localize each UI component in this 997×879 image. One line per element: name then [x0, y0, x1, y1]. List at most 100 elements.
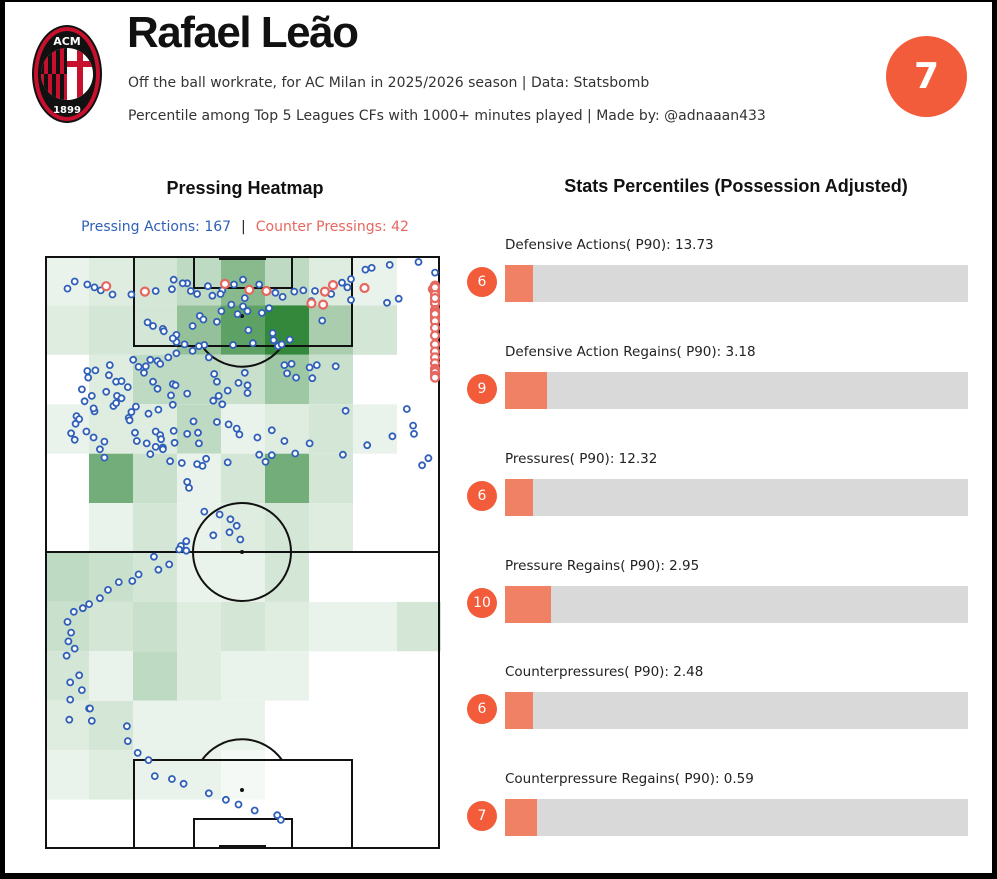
- stat-label: Defensive Actions( P90): 13.73: [505, 237, 714, 253]
- pressing-action-marker: [78, 385, 86, 394]
- heatmap-title: Pressing Heatmap: [166, 178, 324, 198]
- pressing-action-marker: [132, 402, 140, 411]
- pressing-action-marker: [83, 280, 92, 289]
- stat-bar-fill: [505, 586, 552, 623]
- pressing-action-marker: [385, 260, 394, 269]
- bottom-goal: [219, 845, 266, 849]
- pressing-action-marker: [402, 405, 411, 413]
- pressing-action-marker: [164, 353, 173, 362]
- ac-milan-logo: ACM 1899: [30, 20, 104, 132]
- heatmap-cell: [89, 453, 133, 504]
- pressing-action-marker: [154, 405, 163, 414]
- pressing-action-marker: [75, 671, 84, 680]
- stat-bar-track: [505, 372, 968, 409]
- pressing-action-marker: [154, 565, 163, 574]
- pressing-action-marker: [388, 432, 397, 441]
- pressing-action-marker: [280, 361, 289, 369]
- pressing-action-marker: [149, 377, 157, 386]
- pressing-action-marker: [128, 577, 137, 585]
- pressing-action-marker: [84, 373, 93, 382]
- pressing-action-marker: [175, 545, 184, 554]
- heatmap-cell: [177, 601, 221, 652]
- pressing-action-marker: [104, 585, 112, 594]
- stat-percentile-badge: 6: [467, 267, 497, 297]
- pressing-action-marker: [69, 607, 78, 616]
- pressing-action-marker: [383, 298, 391, 307]
- pressing-action-marker: [318, 316, 327, 325]
- heatmap-cell: [309, 503, 353, 553]
- pressing-action-marker: [234, 379, 243, 387]
- pressing-action-marker: [204, 789, 213, 798]
- pressing-action-marker: [230, 280, 238, 289]
- counter-pressing-marker: [244, 284, 255, 295]
- pressing-action-marker: [221, 795, 230, 804]
- pressing-action-marker: [208, 291, 217, 300]
- pressing-action-marker: [194, 439, 203, 448]
- pressing-action-marker: [200, 507, 209, 516]
- pressing-action-marker: [267, 451, 276, 460]
- pressing-action-marker: [343, 283, 352, 292]
- pressing-action-marker: [131, 428, 139, 437]
- pressing-action-marker: [105, 371, 113, 380]
- pressing-action-marker: [66, 678, 75, 687]
- pressing-action-marker: [199, 315, 208, 324]
- heatmap-cell: [45, 750, 89, 800]
- pressing-action-marker: [123, 722, 131, 731]
- pressing-action-marker: [70, 277, 79, 286]
- bottom-penalty-arc: [201, 738, 283, 761]
- bottom-six-yard-box: [193, 818, 293, 849]
- heatmap-cell: [309, 601, 353, 652]
- pressing-action-marker: [367, 263, 376, 272]
- pressing-action-marker: [250, 806, 259, 815]
- pressing-action-marker: [142, 439, 151, 448]
- subtitle-line-1: Off the ball workrate, for AC Milan in 2…: [128, 75, 650, 91]
- pressing-action-marker: [150, 552, 158, 561]
- pressing-action-marker: [215, 510, 224, 519]
- stat-label: Defensive Action Regains( P90): 3.18: [505, 344, 756, 360]
- logo-letters: ACM: [53, 35, 81, 48]
- pressing-action-marker: [212, 418, 221, 426]
- pressing-action-marker: [89, 404, 98, 413]
- pressing-action-marker: [170, 438, 179, 447]
- heatmap-cell: [133, 503, 177, 553]
- pressing-action-marker: [299, 286, 308, 295]
- pressing-action-marker: [224, 420, 233, 429]
- stat-percentile-badge: 6: [467, 481, 497, 511]
- pressing-action-marker: [117, 394, 126, 403]
- heatmap-cell: [265, 601, 309, 652]
- pressing-action-marker: [100, 453, 109, 462]
- heatmap-cell: [221, 404, 265, 454]
- heatmap-cell: [89, 503, 133, 553]
- counter-pressing-marker: [219, 278, 231, 289]
- pressing-action-marker: [83, 367, 92, 375]
- pressing-action-marker: [123, 383, 132, 392]
- pressing-action-marker: [168, 775, 176, 783]
- top-goal: [219, 256, 266, 260]
- heatmap-cell: [309, 453, 353, 504]
- bottom-penalty-spot: [240, 788, 244, 792]
- pressing-action-marker: [63, 617, 72, 626]
- pressing-action-marker: [239, 302, 247, 311]
- pressing-action-marker: [133, 748, 142, 757]
- pressing-action-marker: [363, 441, 372, 450]
- pressing-action-marker: [243, 381, 252, 390]
- pressing-action-marker: [212, 317, 221, 326]
- pressing-action-marker: [188, 347, 197, 355]
- pressing-action-marker: [100, 437, 109, 446]
- stat-pressures: Pressures( P90): 12.32 6: [465, 451, 975, 521]
- pressing-action-marker: [167, 391, 175, 400]
- legend-counter-pressings: Counter Pressings: 42: [255, 219, 409, 235]
- pressing-action-marker: [108, 290, 117, 299]
- pressing-action-marker: [82, 427, 91, 436]
- pressing-action-marker: [248, 339, 257, 348]
- heatmap-cell: [89, 305, 133, 355]
- pressing-action-marker: [214, 391, 223, 400]
- pressing-action-marker: [255, 280, 264, 289]
- pressing-action-marker: [308, 374, 317, 383]
- pressing-action-marker: [203, 282, 212, 291]
- pressing-action-marker: [169, 275, 178, 284]
- counter-pressing-marker: [429, 372, 441, 383]
- pressing-action-marker: [291, 449, 300, 458]
- counter-pressing-marker: [429, 330, 441, 341]
- pressing-action-marker: [243, 389, 252, 397]
